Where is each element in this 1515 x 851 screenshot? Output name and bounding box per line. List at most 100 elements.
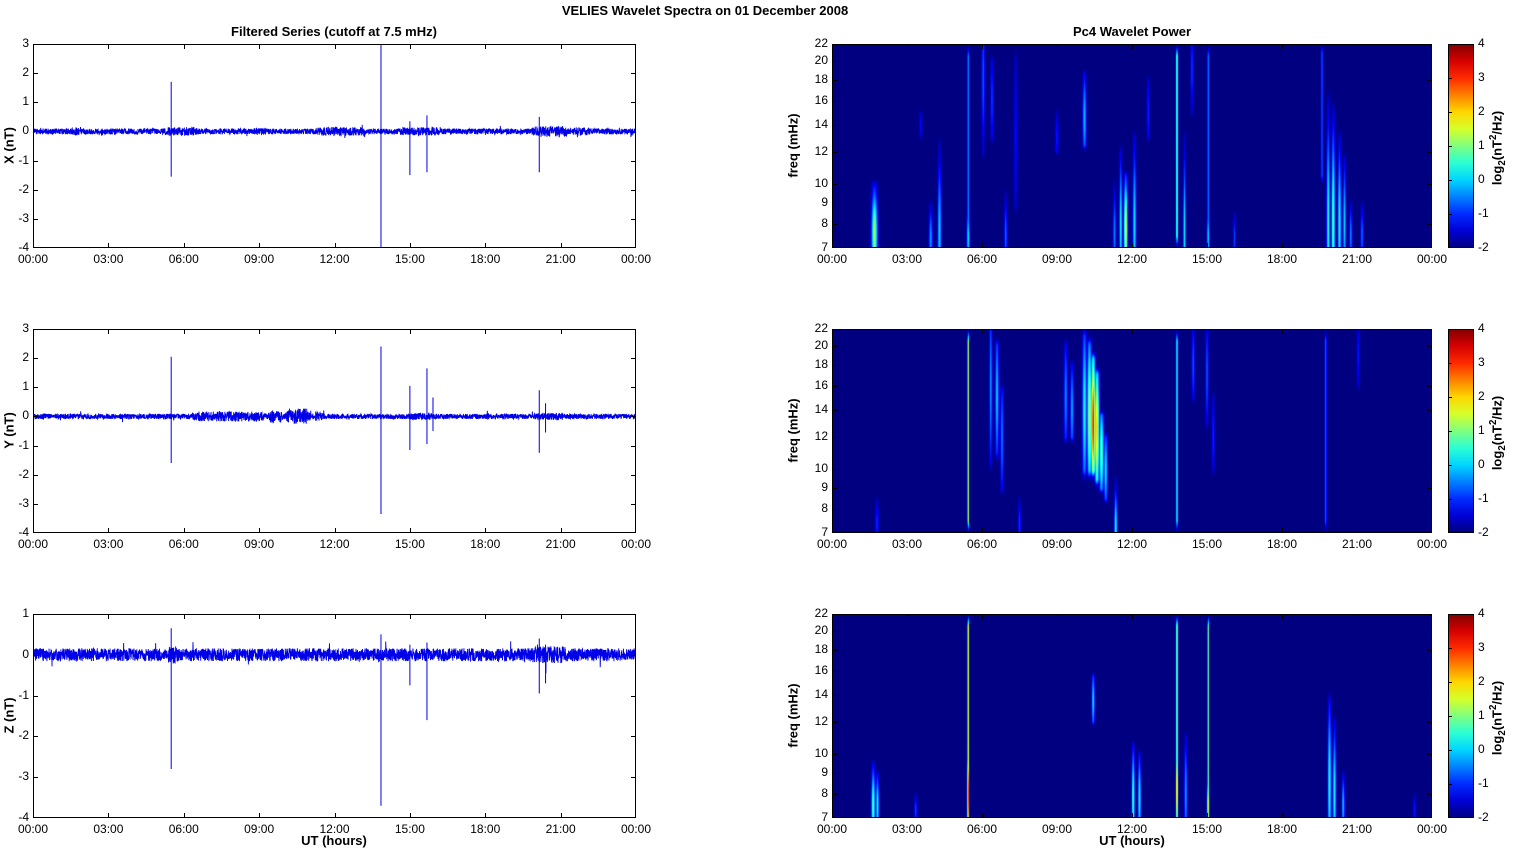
y-tick-label: -4 (18, 240, 29, 254)
x-tick-label: 18:00 (470, 252, 501, 266)
y-tick-label: 2 (22, 350, 29, 365)
y-tick-label: 12 (814, 143, 828, 158)
axes-frame (832, 614, 1432, 818)
y-tick-label: -4 (18, 810, 29, 824)
x-tick-label: 12:00 (1116, 822, 1148, 836)
x-tick-label: 15:00 (394, 252, 425, 266)
x-tick-label: 06:00 (966, 537, 998, 551)
timeseries-plot (33, 329, 636, 533)
y-tick-label: 3 (22, 321, 29, 335)
y-tick-label: 7 (821, 240, 828, 254)
axis-ticks (832, 44, 1432, 248)
colorbar-label-3: log2(nT2/Hz) (1488, 680, 1508, 756)
y-tick-label: 3 (22, 36, 29, 50)
y-tick-label: -3 (18, 495, 29, 510)
y-tick-label: 16 (814, 377, 828, 392)
y-tick-label: 8 (821, 501, 828, 516)
heatmap-axes-overlay (832, 44, 1432, 248)
series-trace (33, 408, 636, 424)
colorbar-tick-label: 3 (1478, 355, 1485, 369)
ylabel-freq-1: freq (mHz) (785, 113, 801, 178)
x-tick-label: 09:00 (244, 822, 275, 836)
ylabel-y-nt: Y (nT) (1, 412, 17, 449)
wavelet-heatmap-canvas (832, 329, 1432, 533)
panel-y-wavelet-power: 00:00 03:00 06:00 09:00 12:00 15:00 18:00 21:00… (815, 321, 1447, 551)
x-tick-label: 18:00 (470, 537, 501, 551)
colorbar-tick-label: 1 (1478, 708, 1485, 722)
y-tick-label: 9 (821, 765, 828, 780)
heatmap-axes-overlay (832, 329, 1432, 533)
colorbar-tick-label: 2 (1478, 389, 1485, 403)
colorbar-frame (1448, 329, 1474, 533)
colorbar-tick-label: 3 (1478, 640, 1485, 654)
x-tick-label: 00:00 (816, 822, 848, 836)
y-tick-label: 12 (814, 713, 828, 728)
x-tick-label: 06:00 (168, 252, 199, 266)
colorbar-tick-label: 0 (1478, 457, 1485, 471)
axes-frame (33, 329, 636, 533)
x-tick-label: 15:00 (1191, 252, 1223, 266)
x-tick-label: 18:00 (1266, 537, 1298, 551)
colorbar-tick-label: 4 (1478, 606, 1485, 620)
x-tick-label: 00:00 (620, 537, 652, 551)
x-tick-label: 00:00 (1416, 537, 1448, 551)
y-tick-label: 14 (814, 116, 828, 131)
ylabel-x-nt: X (nT) (1, 127, 17, 164)
ylabel-freq-2: freq (mHz) (785, 398, 801, 463)
x-tick-label: 15:00 (394, 822, 425, 836)
spike-lines (170, 628, 547, 806)
axes-frame (832, 44, 1432, 248)
figure-suptitle: VELIES Wavelet Spectra on 01 December 20… (561, 3, 849, 18)
y-tick-label: 22 (814, 606, 828, 620)
heatmap-axes-overlay (832, 614, 1432, 818)
x-tick-label: 18:00 (1266, 252, 1298, 266)
x-tick-label: 21:00 (545, 537, 576, 551)
xlabel-ut-hours-right: UT (hours) (1099, 833, 1165, 848)
y-tick-label: 1 (22, 94, 29, 109)
x-tick-label: 06:00 (966, 822, 998, 836)
y-tick-label: 0 (22, 408, 29, 423)
colorbar-tick-label: 0 (1478, 172, 1485, 186)
ylabel-z-nt: Z (nT) (1, 697, 17, 734)
x-tick-label: 21:00 (545, 252, 576, 266)
wavelet-heatmap-canvas (832, 44, 1432, 248)
colorbar-tick-label: -1 (1478, 491, 1489, 505)
y-tick-label: 20 (814, 337, 828, 352)
axes-frame (832, 329, 1432, 533)
colorbar-label-1: log2(nT2/Hz) (1488, 110, 1508, 186)
x-tick-label: 09:00 (1041, 822, 1073, 836)
y-tick-label: -4 (18, 525, 29, 539)
y-tick-label: 7 (821, 525, 828, 539)
x-tick-label: 00:00 (816, 537, 848, 551)
colorbar-tick-label: -1 (1478, 206, 1489, 220)
y-tick-label: -3 (18, 769, 29, 784)
y-tick-label: -1 (18, 437, 29, 452)
colorbar-tick-label: -2 (1478, 810, 1489, 824)
x-tick-label: 06:00 (168, 822, 199, 836)
y-tick-label: 10 (814, 461, 828, 476)
y-tick-label: 16 (814, 92, 828, 107)
axis-ticks (832, 329, 1432, 533)
series-trace (33, 124, 636, 139)
x-tick-label: 00:00 (816, 252, 848, 266)
y-tick-label: 7 (821, 810, 828, 824)
y-tick-label: 20 (814, 52, 828, 67)
x-tick-label: 12:00 (319, 537, 350, 551)
y-tick-label: 18 (814, 71, 828, 86)
panel-z-filtered-series: 00:00 03:00 06:00 09:00 12:00 15:00 18:00 21:00… (18, 606, 651, 836)
x-tick-label: 03:00 (891, 252, 923, 266)
timeseries-plot (33, 614, 636, 818)
x-tick-label: 00:00 (17, 252, 49, 266)
colorbar-tick-label: 2 (1478, 674, 1485, 688)
x-tick-label: 18:00 (1266, 822, 1298, 836)
colorbar-tick-label: 1 (1478, 138, 1485, 152)
y-tick-label: 10 (814, 746, 828, 761)
x-tick-label: 21:00 (545, 822, 576, 836)
x-tick-label: 09:00 (244, 537, 275, 551)
colorbar-tick-label: -1 (1478, 776, 1489, 790)
y-tick-label: -2 (18, 181, 29, 196)
x-tick-label: 21:00 (1341, 252, 1373, 266)
x-tick-label: 03:00 (891, 822, 923, 836)
spike-lines (170, 346, 547, 515)
